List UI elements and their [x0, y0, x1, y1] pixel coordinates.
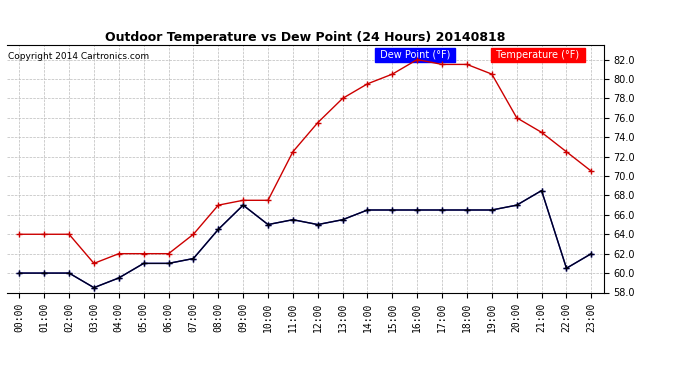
Text: Dew Point (°F): Dew Point (°F)	[377, 50, 453, 60]
Text: Temperature (°F): Temperature (°F)	[493, 50, 582, 60]
Text: Copyright 2014 Cartronics.com: Copyright 2014 Cartronics.com	[8, 53, 149, 62]
Title: Outdoor Temperature vs Dew Point (24 Hours) 20140818: Outdoor Temperature vs Dew Point (24 Hou…	[105, 31, 506, 44]
